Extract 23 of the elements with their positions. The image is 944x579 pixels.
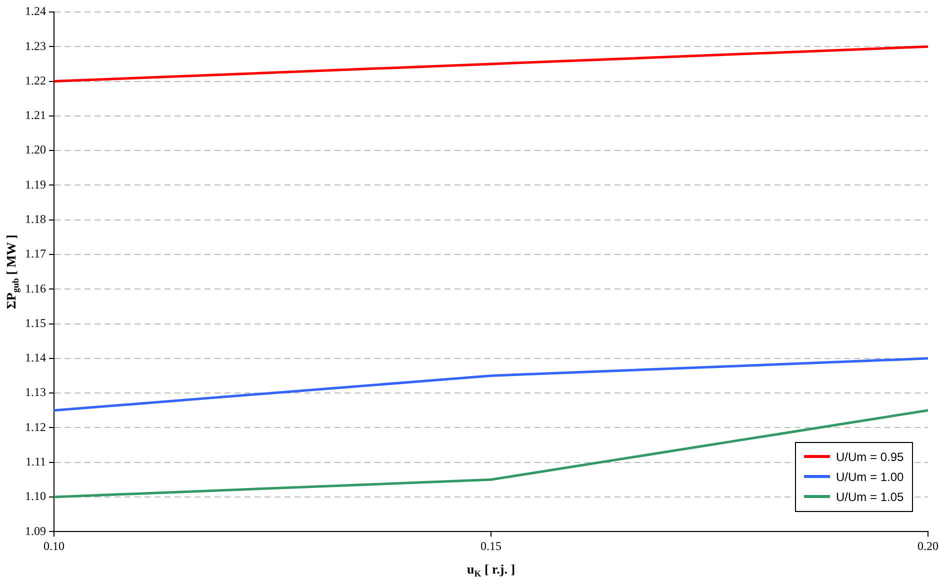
y-tick-label: 1.17 [25,246,46,261]
y-tick-label: 1.23 [25,38,46,53]
x-tick-label: 0.20 [918,538,938,553]
legend-label: U/Um = 1.05 [836,490,904,504]
legend-label: U/Um = 1.00 [836,470,904,484]
x-tick-label: 0.10 [44,538,64,553]
y-tick-label: 1.24 [25,4,46,18]
y-tick-label: 1.19 [25,177,46,192]
x-tick-label: 0.15 [480,538,502,553]
y-tick-label: 1.10 [25,489,46,504]
y-tick-label: 1.18 [25,212,46,226]
y-tick-label: 1.14 [25,350,46,365]
y-tick-label: 1.12 [25,420,46,434]
y-tick-label: 1.21 [25,108,46,122]
y-tick-label: 1.11 [25,454,46,468]
y-tick-label: 1.15 [25,316,46,330]
y-tick-label: 1.09 [25,524,46,538]
y-tick-label: 1.22 [25,73,46,88]
y-tick-label: 1.13 [25,385,46,400]
y-tick-label: 1.20 [25,142,46,157]
y-tick-label: 1.16 [25,281,46,296]
legend-label: U/Um = 0.95 [836,450,904,464]
y-axis-title: ΣPgub [ MW ] [3,234,20,310]
